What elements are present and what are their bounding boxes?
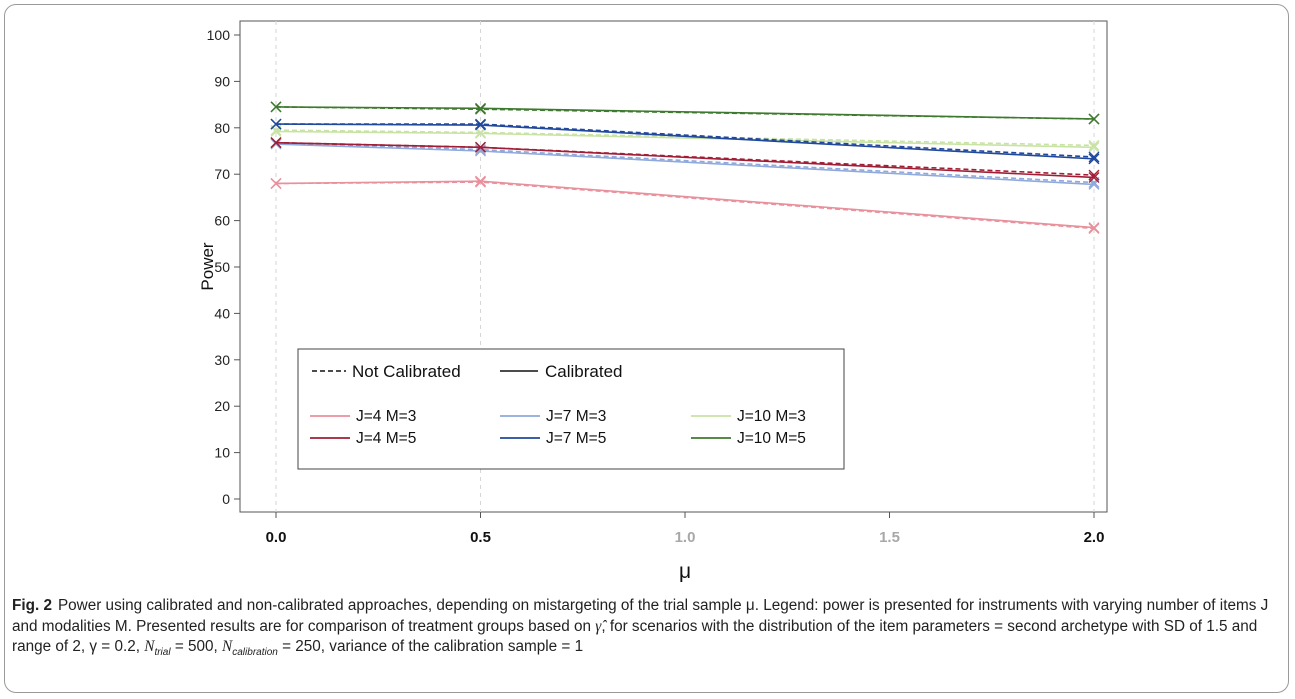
y-tick-label-30: 30	[214, 352, 230, 368]
x-tick-label-0.0: 0.0	[266, 529, 287, 546]
y-tick-label-80: 80	[214, 120, 230, 136]
x-tick-label-0.5: 0.5	[470, 529, 491, 546]
series-1-not-calibrated-point-1	[475, 144, 486, 156]
legend-label-5: J=10 M=5	[737, 430, 806, 447]
series-0-calibrated-line	[275, 180, 1095, 229]
y-tick-label-90: 90	[214, 73, 230, 89]
x-axis-label: μ	[679, 560, 691, 583]
y-tick-label-0: 0	[222, 491, 230, 507]
series-3-calibrated-point-0	[270, 137, 282, 149]
caption-text-2: , for scenarios with the distribution of…	[12, 617, 1258, 656]
y-tick-label-40: 40	[214, 305, 230, 321]
x-tick-label-2.0: 2.0	[1084, 529, 1105, 546]
series-4-calibrated-line	[275, 123, 1095, 160]
n-trial-value: = 500,	[170, 638, 223, 655]
y-tick-label-50: 50	[214, 259, 230, 275]
legend-label-2: J=10 M=3	[737, 408, 806, 425]
n-calibration-value: = 250, variance of the calibration sampl…	[277, 638, 584, 655]
series-3-calibrated-point-2	[1088, 171, 1100, 183]
x-tick-label-1.0: 1.0	[675, 529, 696, 546]
series-0-calibrated-point-1	[475, 175, 486, 187]
y-tick-label-20: 20	[214, 398, 230, 414]
legend-calibrated-label: Calibrated	[545, 362, 623, 381]
series-5-calibrated-point-2	[1088, 113, 1100, 125]
series-4-not-calibrated-point-2	[1088, 151, 1100, 163]
n-calibration-subscript: calibration	[232, 647, 278, 659]
y-axis-label: Power	[198, 242, 217, 291]
series-5-calibrated-point-1	[475, 102, 486, 114]
y-tick-label-70: 70	[214, 166, 230, 182]
legend-label-3: J=4 M=5	[356, 430, 416, 447]
series-4-calibrated-point-0	[270, 118, 282, 130]
legend-box	[297, 348, 845, 470]
series-4-calibrated-point-1	[475, 119, 486, 131]
legend-label-0: J=4 M=3	[356, 408, 416, 425]
figure-label: Fig. 2	[12, 597, 52, 614]
series-0-calibrated-point-0	[270, 177, 282, 189]
series-3-not-calibrated-point-2	[1088, 169, 1100, 181]
series-0-not-calibrated-line	[275, 181, 1095, 230]
n-trial-subscript: trial	[154, 647, 171, 659]
figure-caption: Fig. 2 Power using calibrated and non-cal…	[12, 596, 1280, 664]
y-tick-label-60: 60	[214, 213, 230, 229]
legend-label-1: J=7 M=3	[546, 408, 606, 425]
series-5-calibrated-point-0	[270, 101, 282, 113]
series-2-calibrated-point-1	[475, 127, 486, 139]
series-2-calibrated-point-2	[1088, 141, 1100, 153]
n-calibration-symbol: N	[222, 638, 233, 655]
figure-frame	[4, 4, 1289, 693]
line-chart: 0 10 20 30 40 50 60 70 80 90 100 0.0 0.5 1.0 1.5 2.0 Pow…	[198, 20, 1108, 583]
legend-not-calibrated-label: Not Calibrated	[352, 362, 461, 381]
series-0-calibrated-point-2	[1088, 222, 1100, 234]
series-2-not-calibrated-point-2	[1088, 139, 1100, 151]
caption-text-1: Power using calibrated and non-calibrate…	[12, 597, 1269, 635]
n-trial-symbol: N	[144, 638, 155, 655]
y-tick-label-10: 10	[214, 445, 230, 461]
gamma-hat-symbol: γ̂	[595, 617, 602, 635]
x-tick-label-1.5: 1.5	[879, 529, 900, 546]
series-3-calibrated-point-1	[475, 141, 486, 153]
y-tick-label-100: 100	[207, 27, 231, 43]
series-1-calibrated-point-0	[270, 138, 282, 150]
legend-label-4: J=7 M=5	[546, 430, 606, 447]
series-1-calibrated-line	[275, 143, 1095, 186]
series-4-calibrated-point-2	[1088, 153, 1100, 165]
